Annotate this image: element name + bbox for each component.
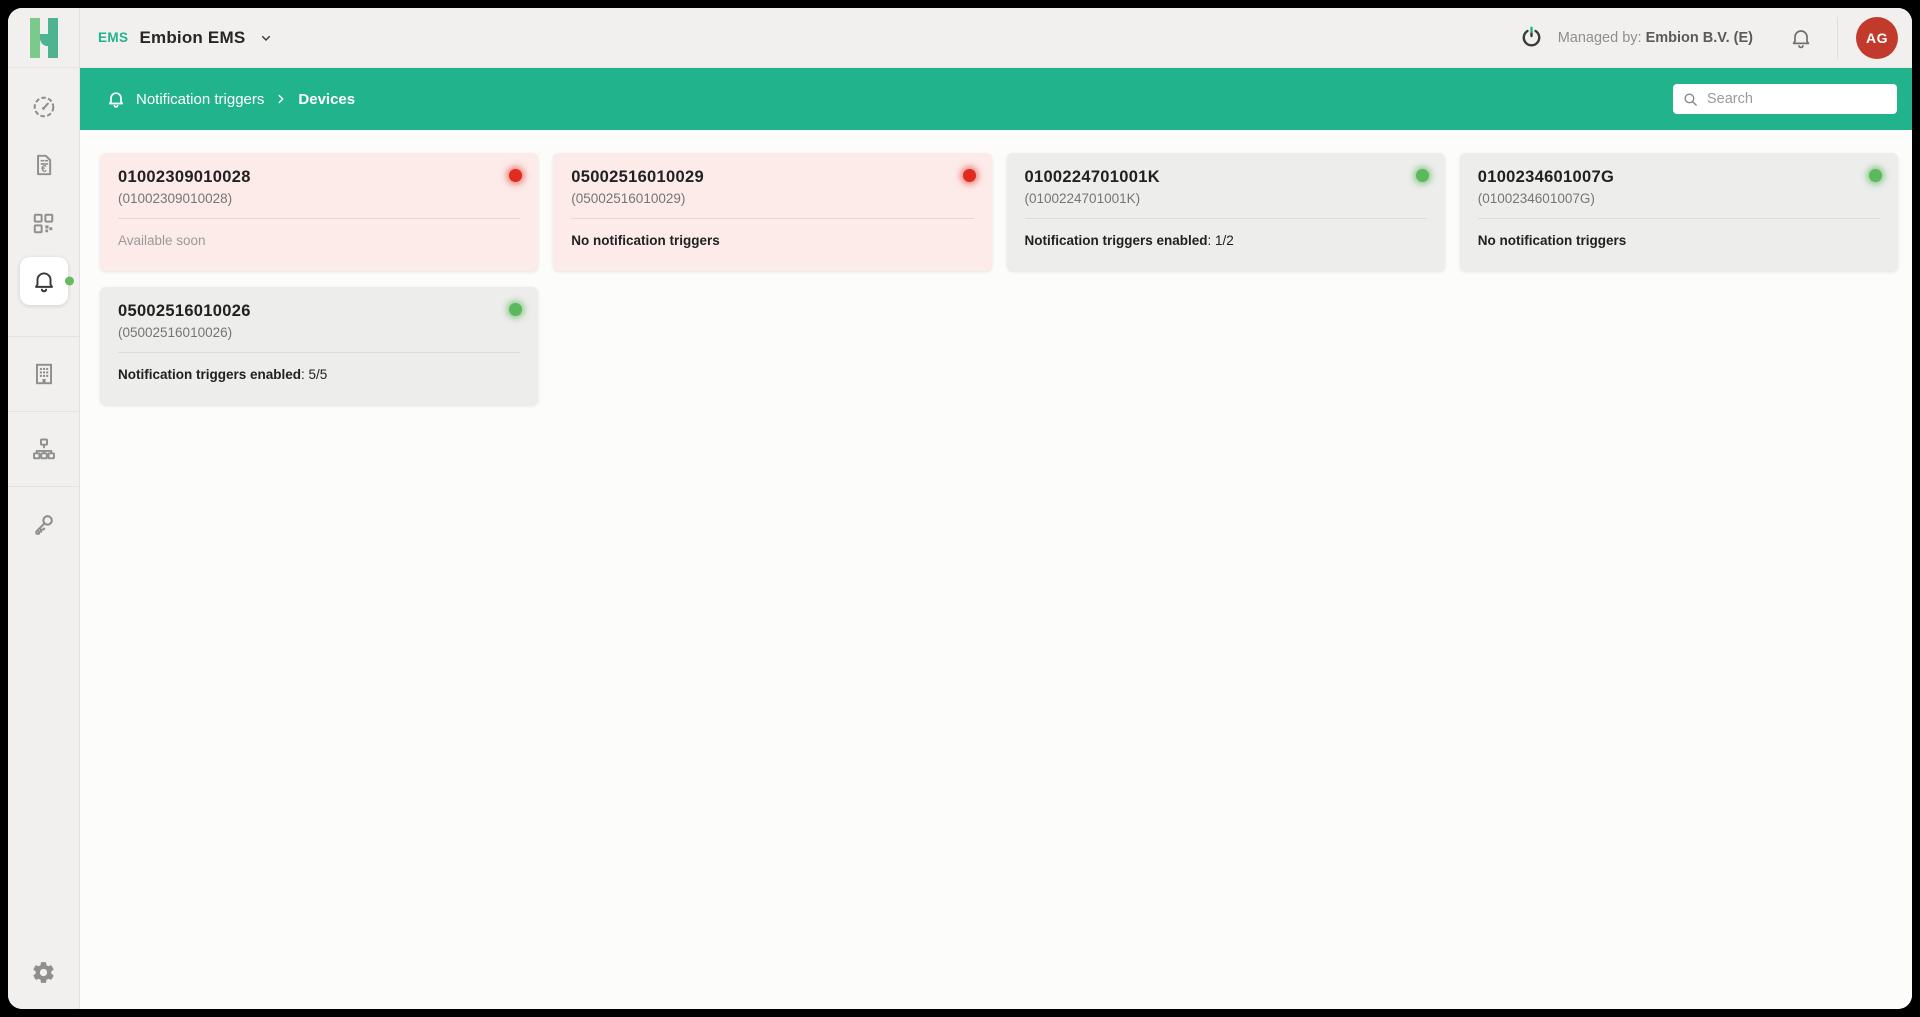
top-header: EMS Embion EMS Managed by: Embion B.V. (… bbox=[8, 8, 1912, 68]
app-body: € Notification triggers bbox=[8, 68, 1912, 1009]
device-card-title: 05002516010029 bbox=[571, 168, 704, 186]
card-divider bbox=[1477, 218, 1880, 219]
device-card[interactable]: 01002309010028 (01002309010028) Availabl… bbox=[100, 153, 539, 271]
bell-icon bbox=[106, 89, 126, 109]
apps-grid-icon bbox=[31, 211, 56, 236]
power-icon[interactable] bbox=[1519, 25, 1544, 50]
status-dot bbox=[962, 169, 976, 182]
search-input[interactable] bbox=[1707, 91, 1888, 107]
sidebar-item-invoices[interactable]: € bbox=[8, 136, 79, 194]
status-label: Notification triggers enabled bbox=[118, 367, 302, 382]
user-avatar[interactable]: AG bbox=[1856, 16, 1898, 59]
status-label: No notification triggers bbox=[571, 233, 720, 248]
breadcrumb-section[interactable]: Notification triggers bbox=[136, 90, 265, 108]
content-area: Notification triggers Devices bbox=[80, 68, 1912, 1009]
managed-by-label: Managed by: bbox=[1557, 29, 1642, 46]
device-card-title: 0100234601007G bbox=[1477, 168, 1615, 186]
building-icon bbox=[31, 361, 57, 387]
svg-text:€: € bbox=[41, 164, 47, 175]
device-card-title: 0100224701001K bbox=[1024, 168, 1160, 186]
status-label: Available soon bbox=[118, 233, 206, 248]
device-card-status: Available soon bbox=[118, 233, 520, 248]
device-card-serial: (05002516010029) bbox=[571, 191, 686, 206]
search-box[interactable] bbox=[1673, 84, 1897, 114]
sidebar-item-notifications[interactable] bbox=[8, 252, 79, 310]
main-scroll[interactable]: 01002309010028 (01002309010028) Availabl… bbox=[80, 130, 1912, 1009]
chevron-right-icon bbox=[274, 92, 288, 106]
device-card-title: 05002516010026 bbox=[118, 302, 251, 320]
status-value: : 5/5 bbox=[301, 367, 328, 382]
device-card-serial: (0100234601007G) bbox=[1477, 191, 1595, 206]
app-logo[interactable] bbox=[8, 8, 80, 67]
device-card-status: Notification triggers enabled: 1/2 bbox=[1025, 233, 1427, 248]
gauge-icon bbox=[31, 94, 57, 120]
status-dot bbox=[1869, 169, 1882, 182]
chevron-down-icon[interactable] bbox=[258, 30, 274, 46]
device-card-status: Notification triggers enabled: 5/5 bbox=[118, 367, 520, 382]
key-icon bbox=[31, 511, 57, 537]
device-card[interactable]: 05002516010026 (05002516010026) Notifica… bbox=[100, 287, 539, 405]
search-icon bbox=[1682, 91, 1699, 108]
sidebar-item-buildings[interactable] bbox=[8, 345, 79, 403]
status-label: No notification triggers bbox=[1477, 233, 1627, 248]
status-dot bbox=[1415, 169, 1429, 182]
sidebar-divider bbox=[8, 411, 79, 412]
device-card-status: No notification triggers bbox=[571, 233, 973, 248]
invoice-euro-icon: € bbox=[31, 152, 57, 178]
sidebar-divider bbox=[8, 336, 79, 337]
status-dot bbox=[509, 303, 523, 316]
managed-by-value: Embion B.V. (E) bbox=[1645, 29, 1753, 46]
header-actions: Managed by: Embion B.V. (E) AG bbox=[1519, 16, 1912, 59]
status-label: Notification triggers enabled bbox=[1024, 233, 1208, 248]
card-divider bbox=[118, 218, 521, 219]
sidebar-item-access-keys[interactable] bbox=[8, 495, 79, 553]
breadcrumb-page: Devices bbox=[298, 90, 356, 108]
sidebar-item-settings[interactable] bbox=[8, 935, 79, 1009]
sidebar-nav: € bbox=[8, 68, 80, 1009]
device-card-serial: (05002516010026) bbox=[118, 325, 233, 340]
gear-icon bbox=[31, 960, 56, 985]
app-title: Embion EMS bbox=[139, 27, 246, 47]
card-divider bbox=[571, 218, 974, 219]
device-card-title: 01002309010028 bbox=[118, 168, 251, 186]
breadcrumb-bar: Notification triggers Devices bbox=[80, 68, 1912, 130]
card-divider bbox=[118, 352, 521, 353]
status-dot bbox=[509, 169, 523, 182]
logo-h-icon bbox=[29, 17, 58, 58]
notifications-bell-icon[interactable] bbox=[1789, 26, 1813, 50]
sidebar-item-dashboard[interactable] bbox=[8, 78, 79, 136]
sidebar-item-modules[interactable] bbox=[8, 194, 79, 252]
app-tag: EMS bbox=[98, 30, 129, 45]
device-card-serial: (0100224701001K) bbox=[1024, 191, 1141, 206]
device-card-status: No notification triggers bbox=[1478, 233, 1880, 248]
device-grid: 01002309010028 (01002309010028) Availabl… bbox=[100, 153, 1898, 405]
device-card[interactable]: 0100234601007G (0100234601007G) No notif… bbox=[1459, 153, 1898, 271]
bell-icon bbox=[31, 268, 57, 294]
status-value: : 1/2 bbox=[1207, 233, 1234, 248]
header-divider bbox=[1837, 16, 1838, 59]
device-card[interactable]: 0100224701001K (0100224701001K) Notifica… bbox=[1006, 153, 1445, 271]
app-switcher[interactable]: EMS Embion EMS bbox=[80, 28, 274, 48]
breadcrumb: Notification triggers Devices bbox=[106, 89, 355, 109]
app-window: EMS Embion EMS Managed by: Embion B.V. (… bbox=[8, 8, 1912, 1009]
active-status-dot bbox=[65, 276, 74, 286]
managed-by-text: Managed by: Embion B.V. (E) bbox=[1558, 30, 1753, 46]
sidebar-spacer bbox=[8, 553, 79, 935]
device-card-serial: (01002309010028) bbox=[118, 191, 233, 206]
sidebar-divider bbox=[8, 486, 79, 487]
sidebar-item-topology[interactable] bbox=[8, 420, 79, 478]
card-divider bbox=[1024, 218, 1427, 219]
device-card[interactable]: 05002516010029 (05002516010029) No notif… bbox=[553, 153, 992, 271]
sitemap-icon bbox=[31, 436, 57, 462]
